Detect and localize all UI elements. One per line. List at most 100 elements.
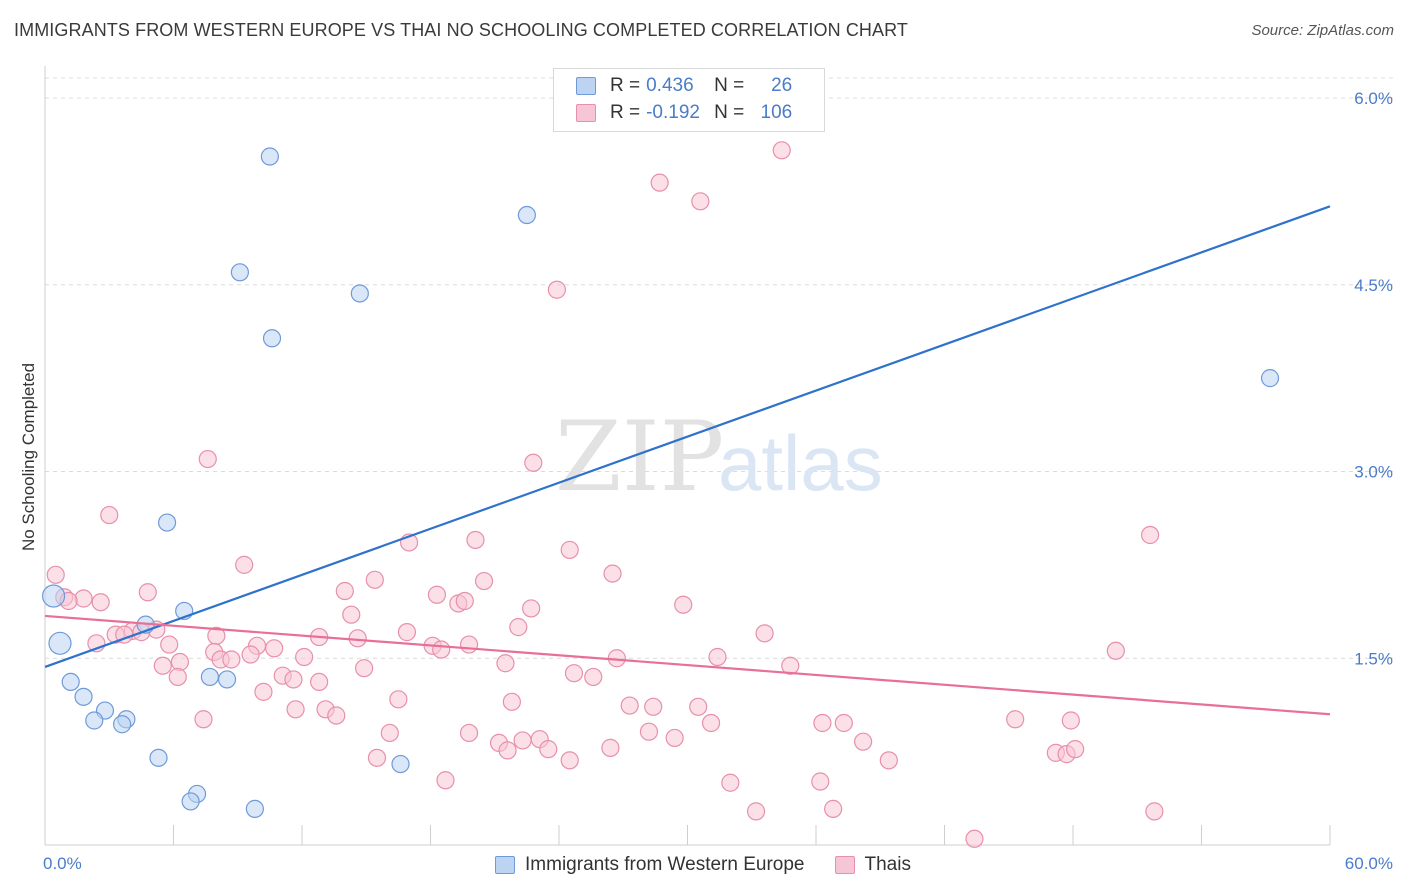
thais-point [436, 771, 455, 790]
y-tick-label: 4.5% [1354, 276, 1393, 295]
thais-point [721, 773, 740, 792]
thais-point [466, 530, 485, 550]
western-europe-point [1260, 369, 1280, 388]
thais-trend-line [44, 614, 1331, 716]
pink-swatch [576, 104, 596, 122]
thais-point [620, 696, 639, 715]
x-tick-label: 0.0% [43, 854, 82, 873]
western-europe-point [350, 284, 369, 303]
thais-point [603, 564, 622, 583]
axes [44, 66, 1331, 846]
thais-point [198, 449, 217, 469]
legend-item-thais[interactable]: Thais [834, 854, 911, 876]
thais-point [310, 672, 329, 692]
thais-point [674, 595, 693, 614]
western-europe-point [391, 754, 410, 774]
thais-point [811, 772, 830, 791]
thais-point [772, 141, 791, 160]
x-tick-label: 60.0% [1345, 854, 1393, 873]
thais-point [560, 540, 579, 560]
thais-point [560, 751, 579, 770]
r-label: R = [610, 75, 641, 96]
thais-point [153, 656, 172, 675]
thais-point [327, 706, 346, 725]
r-label: R = [610, 102, 641, 123]
watermark-atlas: atlas [718, 419, 883, 507]
n-label: N = [714, 102, 745, 123]
western-europe-point [85, 711, 104, 730]
thais-point [265, 639, 284, 658]
thais-point [564, 664, 584, 683]
thais-point [854, 732, 873, 751]
thais-point [496, 654, 515, 673]
thais-point [241, 645, 260, 664]
western-europe-point [200, 667, 220, 687]
chart-title: IMMIGRANTS FROM WESTERN EUROPE VS THAI N… [14, 20, 908, 40]
thais-point [513, 731, 532, 750]
y-tick-label: 1.5% [1354, 649, 1393, 668]
thais-point [284, 670, 303, 689]
thais-point [781, 656, 800, 675]
thais-point [427, 585, 447, 604]
legend-row-thais: R = -0.192 N = 106 [576, 101, 792, 125]
thais-point [691, 192, 710, 211]
thais-point [502, 692, 521, 711]
thais-point [367, 748, 387, 767]
thais-point [222, 650, 241, 669]
western-europe-point [74, 687, 93, 706]
thais-point [168, 667, 187, 687]
thais-point [522, 599, 541, 618]
thais-point [160, 635, 179, 654]
y-tick-label: 3.0% [1354, 463, 1393, 482]
thais-point [138, 583, 157, 602]
thais-point [1066, 740, 1085, 759]
y-tick-labels: 1.5% 3.0% 4.5% 6.0% [1354, 89, 1393, 668]
western-europe-point [517, 205, 536, 225]
thais-point [342, 605, 361, 624]
thais-point [459, 635, 479, 654]
thais-point [91, 593, 110, 612]
thais-point [474, 571, 494, 591]
thais-point [824, 799, 843, 818]
western-europe-point [149, 748, 168, 767]
series-legend: Immigrants from Western Europe Thais [0, 852, 1406, 878]
x-tick-labels: 0.0% 60.0% [43, 854, 1393, 873]
thais-point [286, 700, 305, 719]
thais-point [459, 723, 479, 743]
thais-point [644, 697, 663, 716]
thais-point [170, 652, 190, 672]
thais-point [601, 738, 620, 757]
watermark-zip: ZIP [555, 401, 724, 513]
correlation-legend: R = 0.436 N = 26 R = -0.192 N = 106 [553, 68, 825, 132]
legend-row-western-europe: R = 0.436 N = 26 [576, 74, 792, 98]
watermark: ZIP atlas [555, 401, 883, 513]
n-value: 106 [760, 102, 793, 123]
thais-point [498, 741, 517, 760]
thais-point [397, 623, 417, 642]
western-europe-trend-line [44, 205, 1331, 669]
thais-point [708, 647, 727, 667]
thais-point [524, 453, 543, 472]
thais-point [813, 713, 832, 733]
thais-point [547, 280, 566, 299]
pink-swatch [834, 856, 855, 874]
n-value: 26 [771, 75, 793, 96]
thais-point [1145, 802, 1164, 821]
n-label: N = [714, 75, 745, 96]
thais-point [665, 728, 684, 748]
thais-point [380, 723, 399, 743]
blue-swatch [576, 77, 596, 95]
thais-point [1006, 710, 1025, 729]
r-value: -0.192 [646, 102, 700, 123]
thais-point [701, 713, 721, 733]
western-europe-point [262, 329, 282, 348]
western-europe-point [61, 672, 80, 692]
western-europe-point [260, 147, 279, 166]
legend-item-western-europe[interactable]: Immigrants from Western Europe [495, 854, 805, 876]
western-europe-point [112, 715, 132, 734]
thais-point [834, 713, 853, 733]
thais-point [74, 589, 93, 608]
thais-point [254, 682, 273, 701]
thais-point [1140, 525, 1160, 545]
